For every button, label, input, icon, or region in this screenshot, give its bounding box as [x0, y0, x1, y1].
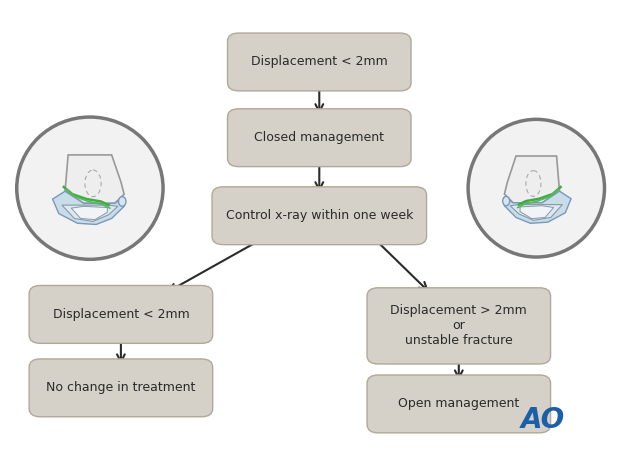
Ellipse shape: [468, 119, 604, 257]
Polygon shape: [53, 191, 124, 224]
Text: Open management: Open management: [398, 397, 520, 410]
Ellipse shape: [17, 117, 163, 259]
FancyBboxPatch shape: [367, 288, 551, 364]
Text: Displacement < 2mm: Displacement < 2mm: [53, 308, 189, 321]
FancyBboxPatch shape: [228, 33, 411, 91]
Polygon shape: [505, 191, 571, 223]
Polygon shape: [71, 207, 107, 220]
FancyBboxPatch shape: [29, 359, 213, 417]
Text: Displacement < 2mm: Displacement < 2mm: [251, 56, 388, 68]
Text: AO: AO: [520, 406, 565, 434]
Ellipse shape: [118, 196, 126, 207]
Text: Closed management: Closed management: [254, 131, 384, 144]
FancyBboxPatch shape: [212, 187, 427, 245]
Text: No change in treatment: No change in treatment: [46, 381, 195, 394]
FancyBboxPatch shape: [367, 375, 551, 433]
Ellipse shape: [503, 196, 510, 206]
FancyBboxPatch shape: [228, 109, 411, 167]
Polygon shape: [510, 205, 562, 220]
Polygon shape: [505, 156, 559, 203]
FancyBboxPatch shape: [29, 285, 213, 343]
Polygon shape: [65, 155, 124, 203]
Polygon shape: [62, 205, 118, 221]
Polygon shape: [520, 206, 554, 218]
Text: Control x-ray within one week: Control x-ray within one week: [226, 209, 413, 222]
Text: Displacement > 2mm
or
unstable fracture: Displacement > 2mm or unstable fracture: [391, 304, 527, 347]
